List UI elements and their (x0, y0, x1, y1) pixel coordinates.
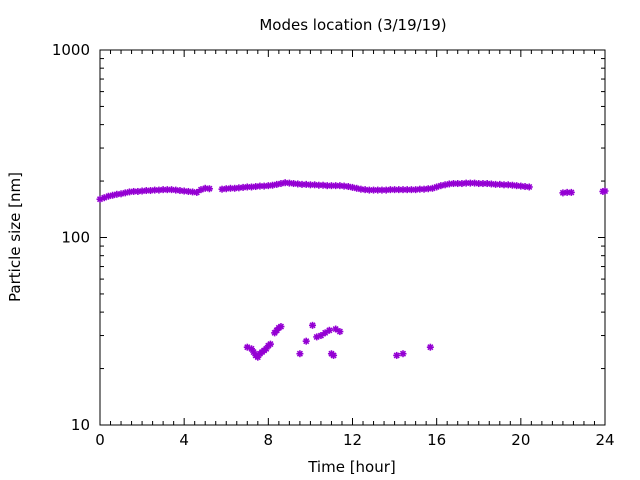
y-axis-label: Particle size [nm] (6, 172, 24, 302)
aitken-mode-point (393, 351, 401, 359)
y-tick-label: 100 (61, 229, 90, 247)
minor-ticks (100, 50, 605, 425)
x-tick-label: 4 (179, 431, 189, 449)
x-tick-label: 20 (511, 431, 530, 449)
aitken-mode-point (296, 350, 304, 358)
aitken-mode-point (266, 340, 274, 348)
y-axis: 10 100 1000 (52, 41, 605, 434)
data-points (96, 179, 609, 361)
aitken-mode-point (325, 326, 333, 334)
aitken-mode-point (426, 343, 434, 351)
accumulation-mode-point (601, 187, 609, 195)
x-tick-label: 16 (427, 431, 446, 449)
aitken-mode-point (309, 321, 317, 329)
accumulation-mode-point (441, 181, 449, 189)
aitken-mode-point (336, 328, 344, 336)
x-axis-label: Time [hour] (307, 458, 396, 476)
accumulation-mode-point (205, 185, 213, 193)
y-tick-label: 1000 (52, 41, 90, 59)
x-tick-label: 0 (95, 431, 105, 449)
accumulation-mode-point (525, 183, 533, 191)
y-tick-label: 10 (71, 416, 90, 434)
aitken-mode-point (302, 337, 310, 345)
accumulation-mode-point (294, 180, 302, 188)
x-tick-label: 12 (343, 431, 362, 449)
accumulation-mode-point (567, 188, 575, 196)
aitken-mode-point (317, 332, 325, 340)
x-tick-label: 8 (264, 431, 274, 449)
plot-border (99, 49, 606, 426)
aitken-mode-point (330, 351, 338, 359)
plot-frame (99, 49, 606, 426)
aitken-mode-point (399, 350, 407, 358)
x-tick-label: 24 (595, 431, 614, 449)
x-axis: 0 4 8 12 16 20 24 (95, 50, 615, 449)
aitken-mode-point (321, 329, 329, 337)
aitken-mode-point (277, 323, 285, 331)
chart-title: Modes location (3/19/19) (259, 16, 446, 34)
